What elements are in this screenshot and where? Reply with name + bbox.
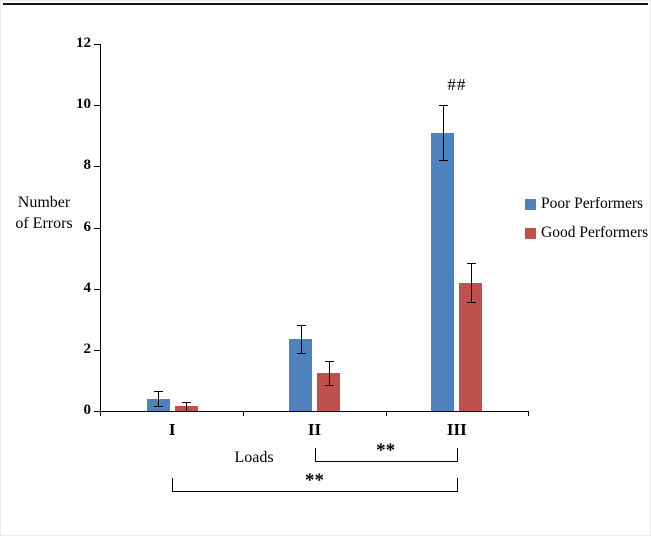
sig-bracket-end-left — [172, 478, 174, 491]
bar-good-performers-III — [459, 282, 483, 411]
bar-poor-performers-III — [431, 132, 455, 411]
error-bar-good-performers-III — [470, 262, 472, 303]
legend-label-poor-performers: Poor Performers — [541, 195, 644, 212]
error-bar-cap-bottom — [324, 385, 334, 386]
error-bar-good-performers-I — [186, 401, 188, 411]
sig-bracket-line — [314, 461, 458, 462]
y-tick — [94, 166, 100, 168]
x-tick — [528, 411, 529, 416]
error-bar-poor-performers-II — [300, 325, 302, 353]
error-bar-poor-performers-III — [442, 105, 444, 161]
error-bar-poor-performers-I — [158, 391, 160, 407]
y-tick-label: 2 — [83, 340, 92, 357]
error-bar-good-performers-II — [328, 360, 330, 385]
sig-bracket-line — [172, 491, 458, 492]
y-tick — [94, 105, 100, 107]
error-bar-cap-top — [466, 262, 476, 264]
legend-swatch-good-performers — [525, 228, 536, 239]
x-tick — [385, 411, 387, 416]
error-bar-cap-bottom — [154, 406, 164, 408]
error-bar-cap-top — [438, 105, 448, 107]
y-axis-line — [100, 44, 101, 412]
error-bar-cap-bottom — [182, 411, 192, 412]
legend: Poor Performers Good Performers — [525, 195, 650, 257]
y-tick — [94, 227, 100, 229]
error-bar-cap-bottom — [438, 160, 448, 162]
legend-swatch-poor-performers — [525, 199, 536, 210]
x-axis-line — [100, 411, 529, 412]
sig-label: ** — [376, 440, 396, 461]
x-axis-title: Loads — [234, 449, 274, 466]
x-tick — [243, 411, 245, 416]
legend-label-good-performers: Good Performers — [541, 224, 649, 241]
sig-bracket-end-left — [314, 448, 316, 461]
error-bar-cap-top — [324, 360, 334, 362]
y-tick — [94, 411, 100, 412]
legend-entry-good-performers: Good Performers — [525, 224, 650, 244]
error-bar-cap-bottom — [466, 302, 476, 304]
y-tick-label: 10 — [76, 96, 91, 113]
y-axis-title: Number of Errors — [15, 194, 73, 232]
sig-bracket-end-right — [456, 448, 458, 461]
error-bar-cap-bottom — [296, 352, 306, 354]
y-tick — [94, 288, 100, 290]
y-tick-label: 8 — [83, 157, 92, 174]
legend-entry-poor-performers: Poor Performers — [525, 195, 650, 215]
y-tick-label: 12 — [76, 35, 91, 51]
y-tick-label: 6 — [83, 218, 92, 235]
x-category-label: II — [307, 420, 322, 439]
y-tick — [94, 349, 100, 351]
y-tick-label: 0 — [83, 402, 92, 418]
x-tick — [100, 411, 101, 416]
figure-top-border — [3, 3, 648, 5]
error-bar-cap-top — [296, 325, 306, 327]
bar-good-performers-II — [317, 372, 340, 411]
y-tick — [94, 44, 100, 45]
error-bar-cap-top — [154, 391, 164, 393]
y-tick-label: 4 — [83, 279, 92, 296]
x-category-label: III — [446, 420, 467, 439]
bar-poor-performers-II — [289, 339, 312, 411]
annotation-hash: ## — [447, 75, 467, 95]
sig-bracket-end-right — [456, 478, 458, 491]
sig-label: ** — [305, 470, 324, 491]
error-bar-cap-top — [182, 401, 192, 403]
x-category-label: I — [168, 420, 176, 439]
